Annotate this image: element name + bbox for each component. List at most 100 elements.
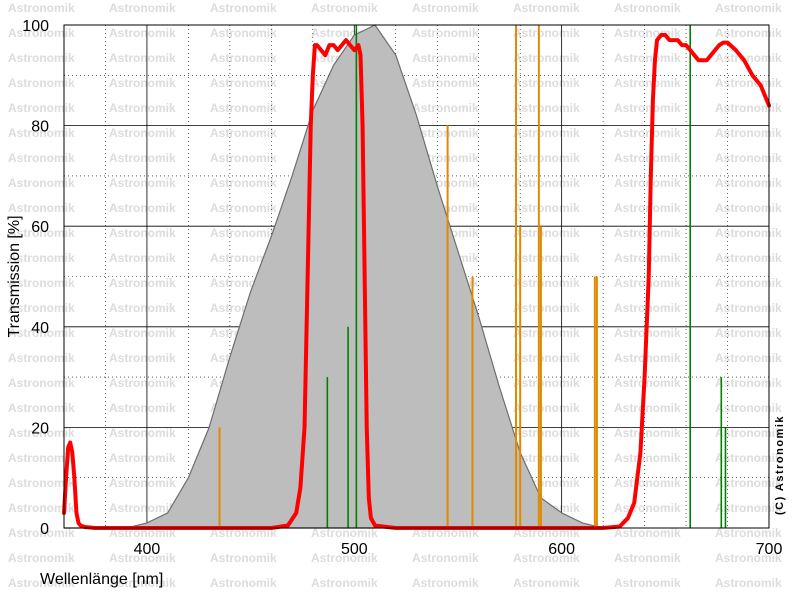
watermark-text: Astronomik: [513, 326, 580, 340]
watermark-text: Astronomik: [210, 126, 277, 140]
watermark-text: Astronomik: [513, 101, 580, 115]
watermark-text: Astronomik: [8, 351, 75, 365]
watermark-text: Astronomik: [210, 226, 277, 240]
watermark-text: Astronomik: [715, 276, 782, 290]
watermark-text: Astronomik: [8, 126, 75, 140]
watermark-text: Astronomik: [715, 376, 782, 390]
watermark-text: Astronomik: [513, 351, 580, 365]
watermark-text: Astronomik: [614, 226, 681, 240]
watermark-text: Astronomik: [8, 1, 75, 15]
watermark-text: Astronomik: [210, 51, 277, 65]
watermark-text: Astronomik: [8, 176, 75, 190]
watermark-text: Astronomik: [614, 126, 681, 140]
watermark-text: Astronomik: [412, 76, 479, 90]
watermark-text: Astronomik: [513, 126, 580, 140]
plot-border: [63, 24, 770, 529]
watermark-text: Astronomik: [8, 576, 75, 590]
watermark-text: Astronomik: [109, 251, 176, 265]
y-tick-label: 40: [31, 320, 49, 337]
watermark-text: Astronomik: [210, 101, 277, 115]
watermark-text: Astronomik: [513, 1, 580, 15]
watermark-text: Astronomik: [614, 576, 681, 590]
watermark-text: Astronomik: [513, 426, 580, 440]
y-axis-title: Transmission [%]: [6, 215, 23, 337]
watermark-text: Astronomik: [614, 101, 681, 115]
watermark-text: Astronomik: [8, 501, 75, 515]
watermark-text: Astronomik: [109, 301, 176, 315]
watermark-text: Astronomik: [8, 51, 75, 65]
watermark-text: Astronomik: [513, 276, 580, 290]
watermark-text: Astronomik: [109, 576, 176, 590]
watermark-text: Astronomik: [513, 576, 580, 590]
watermark-text: Astronomik: [8, 201, 75, 215]
watermark-text: Astronomik: [614, 1, 681, 15]
watermark-text: Astronomik: [8, 26, 75, 40]
watermark-text: Astronomik: [715, 76, 782, 90]
watermark-text: Astronomik: [715, 26, 782, 40]
copyright-text: (C) Astronomik: [774, 415, 786, 515]
x-axis-title: Wellenlänge [nm]: [40, 571, 163, 588]
x-tick-label: 400: [134, 541, 161, 558]
watermark-text: Astronomik: [8, 301, 75, 315]
watermark-text: Astronomik: [8, 401, 75, 415]
watermark-text: Astronomik: [513, 201, 580, 215]
watermark-text: Astronomik: [715, 551, 782, 565]
watermark-text: Astronomik: [311, 576, 378, 590]
watermark-text: Astronomik: [715, 301, 782, 315]
watermark-text: Astronomik: [8, 76, 75, 90]
watermark-text: Astronomik: [513, 226, 580, 240]
watermark-text: Astronomik: [614, 76, 681, 90]
watermark-text: Astronomik: [513, 251, 580, 265]
watermark-text: Astronomik: [715, 51, 782, 65]
watermark-text: Astronomik: [614, 551, 681, 565]
watermark-text: Astronomik: [715, 526, 782, 540]
watermark-text: Astronomik: [109, 201, 176, 215]
watermark-text: Astronomik: [412, 51, 479, 65]
y-tick-label: 80: [31, 119, 49, 136]
watermark-text: Astronomik: [715, 426, 782, 440]
watermark-text: Astronomik: [210, 26, 277, 40]
watermark-text: Astronomik: [210, 151, 277, 165]
watermark-text: Astronomik: [109, 551, 176, 565]
watermark-text: Astronomik: [715, 101, 782, 115]
watermark-text: Astronomik: [109, 276, 176, 290]
watermark-text: Astronomik: [614, 26, 681, 40]
watermark-text: Astronomik: [412, 551, 479, 565]
watermark-text: Astronomik: [715, 226, 782, 240]
watermark-text: Astronomik: [210, 76, 277, 90]
watermark-text: Astronomik: [513, 26, 580, 40]
watermark-text: Astronomik: [109, 176, 176, 190]
watermark-text: Astronomik: [109, 51, 176, 65]
watermark-text: Astronomik: [513, 51, 580, 65]
watermark-text: Astronomik: [715, 501, 782, 515]
watermark-text: Astronomik: [8, 551, 75, 565]
watermark-text: Astronomik: [412, 1, 479, 15]
watermark-text: Astronomik: [210, 576, 277, 590]
watermark-text: Astronomik: [614, 401, 681, 415]
watermark-text: Astronomik: [8, 426, 75, 440]
watermark-text: Astronomik: [311, 551, 378, 565]
watermark-text: Astronomik: [513, 76, 580, 90]
watermark-text: Astronomik: [109, 226, 176, 240]
watermark-text: Astronomik: [311, 526, 378, 540]
x-tick-label: 600: [548, 541, 575, 558]
watermark-text: Astronomik: [8, 526, 75, 540]
watermark-text: Astronomik: [513, 176, 580, 190]
watermark-text: Astronomik: [715, 176, 782, 190]
watermark-text: Astronomik: [513, 151, 580, 165]
y-tick-label: 0: [40, 521, 49, 538]
watermark-text: Astronomik: [8, 226, 75, 240]
watermark-text: Astronomik: [8, 376, 75, 390]
watermark-text: Astronomik: [715, 451, 782, 465]
watermark-text: Astronomik: [109, 451, 176, 465]
watermark-text: Astronomik: [109, 501, 176, 515]
watermark-text: Astronomik: [109, 76, 176, 90]
watermark-text: Astronomik: [109, 26, 176, 40]
watermark-text: Astronomik: [614, 351, 681, 365]
watermark-text: Astronomik: [715, 476, 782, 490]
watermark-text: Astronomik: [614, 476, 681, 490]
watermark-text: Astronomik: [513, 301, 580, 315]
watermark-text: Astronomik: [109, 126, 176, 140]
watermark-text: Astronomik: [210, 201, 277, 215]
watermark-text: Astronomik: [210, 1, 277, 15]
